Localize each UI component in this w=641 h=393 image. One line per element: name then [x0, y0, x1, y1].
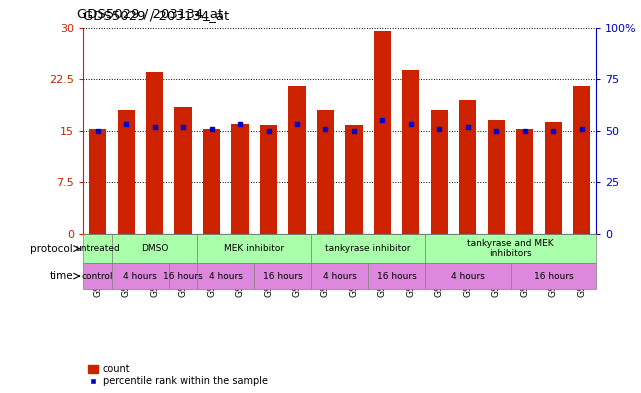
Text: 4 hours: 4 hours — [451, 272, 485, 281]
Bar — [197, 263, 254, 289]
Text: GDS5029 / 203134_at: GDS5029 / 203134_at — [83, 9, 229, 22]
Bar — [260, 125, 277, 234]
Bar — [488, 120, 505, 234]
Text: 16 hours: 16 hours — [533, 272, 573, 281]
Text: time: time — [49, 271, 73, 281]
Text: untreated: untreated — [75, 244, 120, 253]
Text: protocol: protocol — [30, 244, 73, 253]
Bar — [254, 263, 312, 289]
Text: MEK inhibitor: MEK inhibitor — [224, 244, 285, 253]
Bar — [231, 124, 249, 234]
Bar — [288, 86, 306, 234]
Text: 4 hours: 4 hours — [123, 272, 157, 281]
Bar — [431, 110, 448, 234]
Bar — [197, 234, 312, 263]
Text: tankyrase and MEK
inhibitors: tankyrase and MEK inhibitors — [467, 239, 554, 258]
Text: 4 hours: 4 hours — [209, 272, 243, 281]
Bar — [517, 129, 533, 234]
Text: 4 hours: 4 hours — [323, 272, 356, 281]
Bar — [374, 31, 391, 234]
Bar — [112, 263, 169, 289]
Bar — [312, 263, 368, 289]
Text: 16 hours: 16 hours — [263, 272, 303, 281]
Bar — [117, 110, 135, 234]
Bar — [425, 234, 596, 263]
Text: 16 hours: 16 hours — [377, 272, 417, 281]
Bar — [83, 263, 112, 289]
Bar — [174, 107, 192, 234]
Bar — [83, 234, 112, 263]
Text: DMSO: DMSO — [141, 244, 168, 253]
Text: control: control — [82, 272, 113, 281]
Legend: count, percentile rank within the sample: count, percentile rank within the sample — [88, 364, 268, 386]
Bar — [425, 263, 511, 289]
Bar — [203, 129, 220, 234]
Bar — [545, 123, 562, 234]
Bar — [403, 70, 419, 234]
Text: tankyrase inhibitor: tankyrase inhibitor — [326, 244, 411, 253]
Bar — [573, 86, 590, 234]
Text: GDS5029 / 203134_at: GDS5029 / 203134_at — [77, 7, 223, 20]
Bar — [169, 263, 197, 289]
Bar — [112, 234, 197, 263]
Text: 16 hours: 16 hours — [163, 272, 203, 281]
Bar — [511, 263, 596, 289]
Bar — [146, 72, 163, 234]
Bar — [345, 125, 363, 234]
Bar — [312, 234, 425, 263]
Bar — [460, 100, 476, 234]
Bar — [368, 263, 425, 289]
Bar — [317, 110, 334, 234]
Bar — [89, 129, 106, 234]
